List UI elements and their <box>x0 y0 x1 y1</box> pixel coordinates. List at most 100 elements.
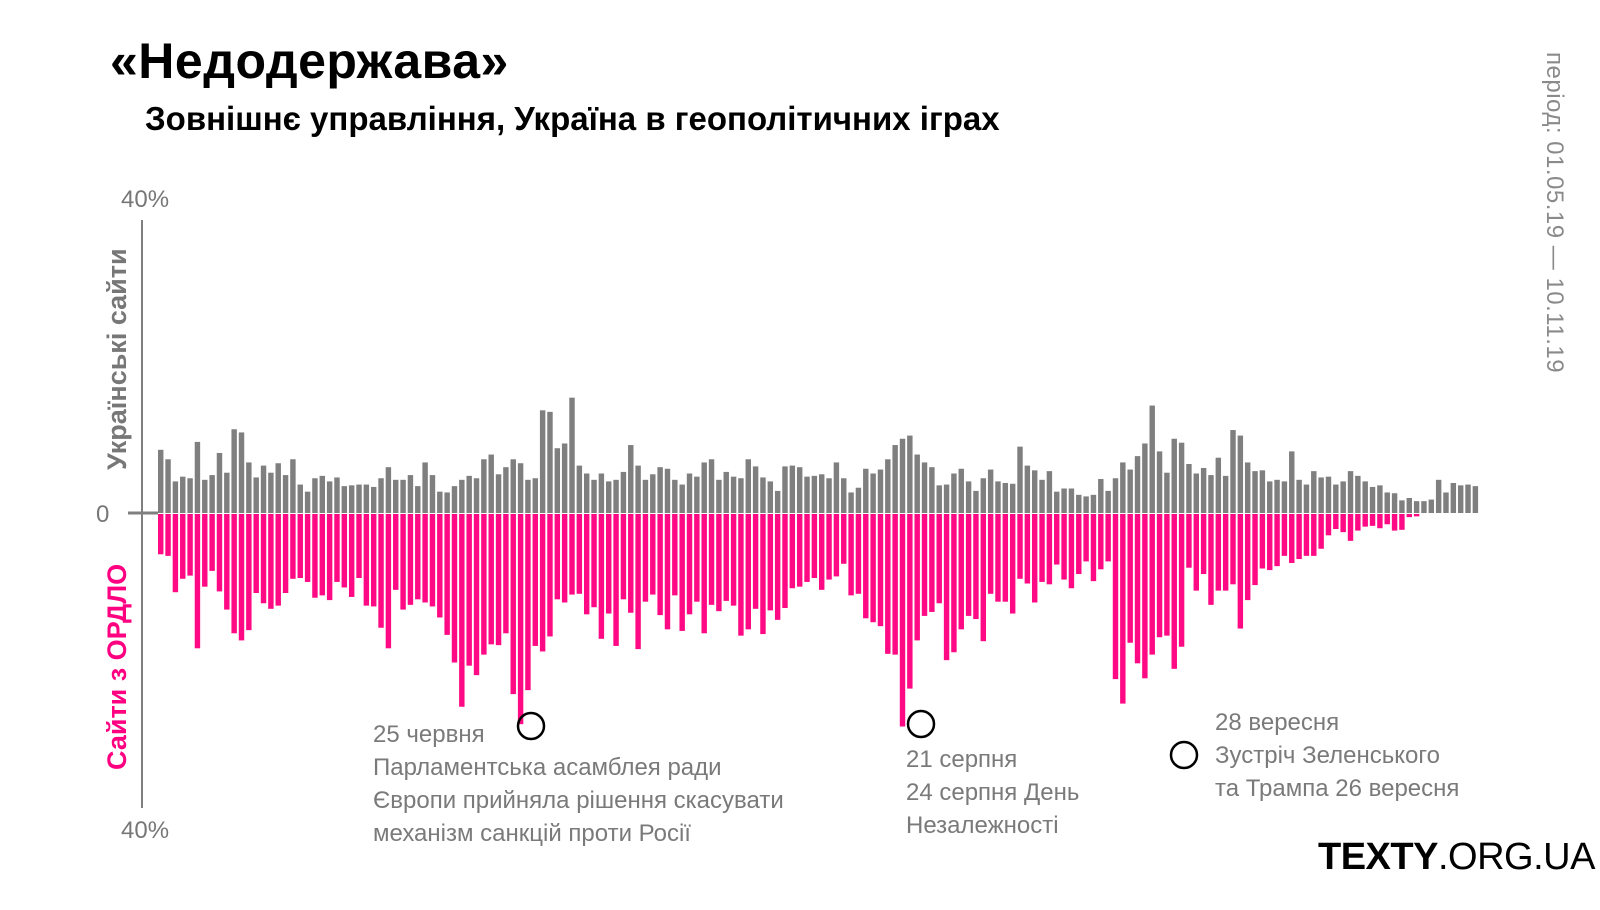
ordlo-bar <box>745 514 751 630</box>
ua-bar <box>1200 467 1207 513</box>
ua-bar <box>422 462 428 513</box>
ordlo-bar <box>870 514 876 623</box>
ordlo-bar <box>1046 514 1053 585</box>
ordlo-bar <box>503 514 509 634</box>
ordlo-bar <box>1009 514 1016 614</box>
ua-bar <box>686 473 693 513</box>
ordlo-bar <box>1112 514 1119 680</box>
ua-bar <box>216 452 223 513</box>
ordlo-bar <box>1127 514 1133 643</box>
ua-bar <box>224 472 230 513</box>
ordlo-bar <box>730 514 737 606</box>
brand-logo[interactable]: TEXTY.ORG.UA <box>1318 836 1595 879</box>
ordlo-bar <box>907 514 913 689</box>
ordlo-bar <box>370 514 377 607</box>
ua-bar <box>1465 484 1471 513</box>
ua-bar <box>1127 469 1133 513</box>
ordlo-bar <box>819 514 825 590</box>
ordlo-bar <box>1333 514 1339 530</box>
ordlo-bar <box>628 514 634 613</box>
ordlo-bar <box>1252 514 1258 586</box>
ua-bar <box>1009 483 1016 513</box>
annotation-line: Незалежності <box>906 812 1059 839</box>
ordlo-bar <box>606 514 612 614</box>
ua-bar <box>863 468 869 513</box>
ua-bar <box>1333 484 1339 513</box>
annotation-line: Зустріч Зеленського <box>1215 742 1440 769</box>
ua-bar <box>672 479 678 513</box>
annotation-line: 24 серпня День <box>906 779 1079 806</box>
ordlo-bar <box>1186 514 1192 568</box>
annotation-line: 25 червня <box>373 721 485 748</box>
ordlo-bar <box>1311 514 1317 556</box>
ordlo-bar <box>510 514 516 695</box>
ua-bar <box>1193 473 1199 513</box>
ua-bar <box>481 459 487 513</box>
ua-bar <box>1208 475 1214 513</box>
ordlo-bar <box>260 514 267 604</box>
ua-bar <box>730 476 737 513</box>
ua-bar <box>583 473 590 513</box>
ua-bar <box>304 491 311 513</box>
ua-bar <box>995 481 1001 513</box>
ordlo-bar <box>951 514 957 653</box>
ordlo-bar <box>459 514 465 707</box>
ordlo-bar <box>246 514 252 631</box>
ua-bar <box>290 459 296 513</box>
ua-bar <box>180 476 186 513</box>
ordlo-bar <box>1017 514 1023 579</box>
ua-bar <box>488 454 494 513</box>
ordlo-bar <box>694 514 700 602</box>
ordlo-bar <box>877 514 884 627</box>
ua-bar <box>1142 443 1148 513</box>
ordlo-bar <box>1340 514 1346 533</box>
ordlo-bar <box>1083 514 1089 562</box>
ordlo-bar <box>356 514 362 578</box>
ua-bar <box>532 478 538 513</box>
annotation-marker <box>1169 740 1199 770</box>
ordlo-bar <box>231 514 237 634</box>
ordlo-bar <box>172 514 179 593</box>
ordlo-bar <box>796 514 803 587</box>
ua-bar <box>466 475 472 513</box>
ordlo-bar <box>980 514 987 642</box>
ua-bar <box>1134 456 1141 513</box>
ua-bar <box>539 410 546 513</box>
ordlo-bar <box>1413 514 1420 517</box>
ordlo-bar <box>774 514 781 620</box>
ordlo-bar <box>209 514 215 571</box>
ordlo-bar <box>1068 514 1075 589</box>
ordlo-bar <box>348 514 355 597</box>
ua-bar <box>1076 494 1082 513</box>
ua-bar <box>679 484 685 513</box>
ordlo-bar <box>1054 514 1060 565</box>
ua-bar <box>613 479 619 513</box>
ordlo-bar <box>1303 514 1310 556</box>
ua-bar <box>576 465 583 513</box>
ua-bar <box>951 473 957 513</box>
ua-bar <box>194 441 201 513</box>
ordlo-bar <box>1244 514 1251 601</box>
ordlo-bar <box>495 514 502 646</box>
ordlo-bar <box>363 514 370 606</box>
ua-bar <box>642 479 649 513</box>
ua-bar <box>591 479 597 513</box>
ua-bar <box>510 459 516 513</box>
annotation-marker <box>906 709 936 739</box>
ua-bar <box>1391 493 1398 513</box>
ua-bar <box>841 478 847 513</box>
ua-bar <box>1112 478 1119 513</box>
ordlo-bar <box>826 514 832 580</box>
ua-bar <box>312 478 318 513</box>
ordlo-bar <box>657 514 663 616</box>
ua-bar <box>1178 442 1185 513</box>
ua-bar <box>819 474 825 513</box>
ordlo-bar <box>1355 514 1361 531</box>
ordlo-bar <box>415 514 421 600</box>
ordlo-bar <box>1318 514 1324 549</box>
ua-bar <box>899 438 906 513</box>
ua-bar <box>1098 479 1104 513</box>
ua-bar <box>752 466 759 513</box>
ua-bar <box>525 479 531 513</box>
ordlo-bar <box>921 514 928 616</box>
